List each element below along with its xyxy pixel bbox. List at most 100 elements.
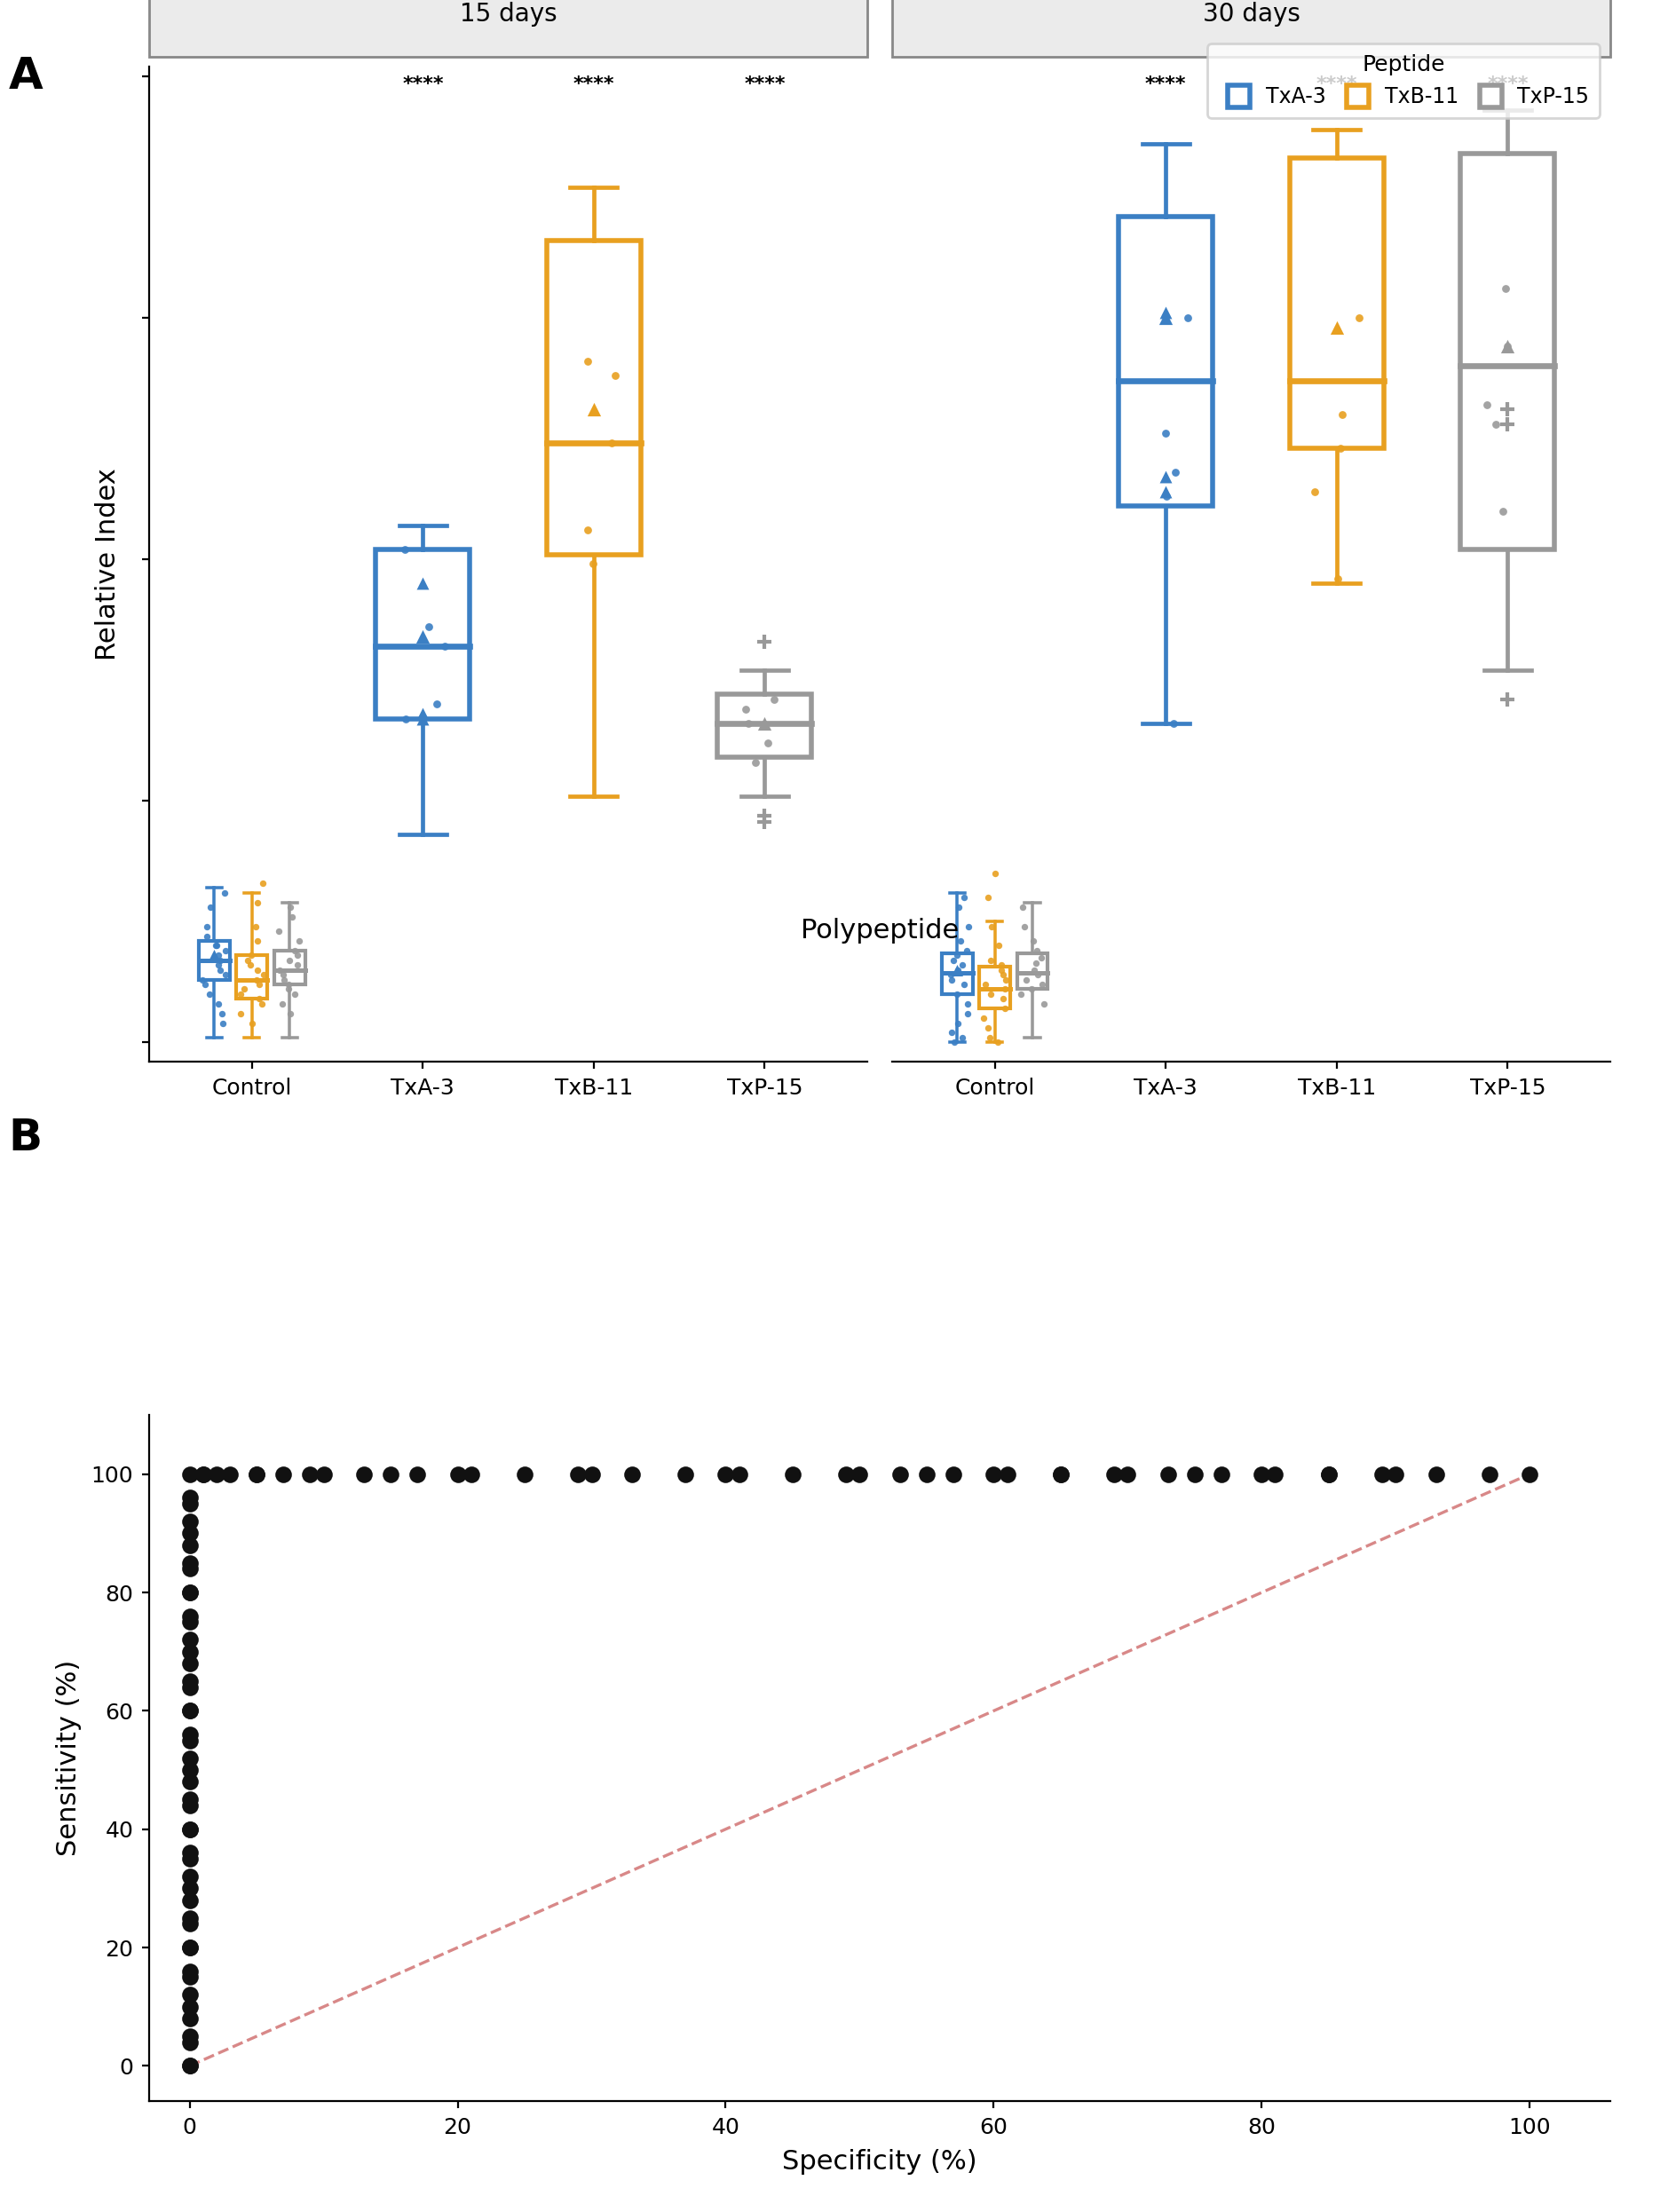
Point (1019, 922, 1046, 958)
Point (392, 531, 418, 566)
Point (760, 681, 787, 717)
Point (403, 1455, 430, 1491)
Point (1315, 1455, 1341, 1491)
Point (938, 958, 964, 993)
Point (1152, 294, 1179, 330)
Point (984, 1024, 1011, 1060)
Point (176, 1635, 203, 1670)
Point (176, 1515, 203, 1551)
Point (176, 1765, 203, 1801)
Point (938, 1015, 964, 1051)
Point (619, 1455, 646, 1491)
Point (246, 982, 272, 1018)
Text: 15 days: 15 days (460, 2, 558, 27)
Point (191, 967, 217, 1002)
Point (189, 1455, 216, 1491)
Point (1248, 1455, 1275, 1491)
Point (1182, 1455, 1208, 1491)
Bar (546, 241, 641, 555)
Point (988, 951, 1014, 987)
Point (176, 1978, 203, 2013)
Point (251, 958, 277, 993)
Point (1029, 967, 1056, 1002)
Point (1013, 962, 1039, 998)
Point (246, 967, 272, 1002)
Bar (1461, 153, 1555, 549)
Point (1047, 1455, 1074, 1491)
Point (432, 628, 458, 664)
Point (946, 889, 973, 925)
Point (1301, 473, 1328, 509)
Point (993, 962, 1019, 998)
Point (176, 1723, 203, 1759)
Point (981, 856, 1008, 891)
Bar (375, 549, 470, 719)
Point (752, 805, 779, 841)
Point (239, 1006, 266, 1042)
Point (945, 1006, 971, 1042)
Point (410, 697, 437, 732)
Point (1152, 416, 1179, 451)
Point (189, 1455, 216, 1491)
Point (209, 1006, 236, 1042)
Point (780, 1455, 807, 1491)
Point (1011, 909, 1038, 945)
Point (176, 1575, 203, 1610)
Point (176, 1717, 203, 1752)
Point (973, 967, 999, 1002)
Point (176, 1546, 203, 1582)
Point (242, 962, 269, 998)
Bar (274, 951, 305, 984)
Point (1482, 407, 1509, 442)
Point (1346, 301, 1373, 336)
Point (242, 909, 269, 945)
Point (244, 922, 271, 958)
Point (176, 1929, 203, 1964)
Point (1262, 1455, 1288, 1491)
Point (989, 982, 1016, 1018)
Point (211, 876, 237, 911)
Point (176, 1621, 203, 1657)
Point (176, 1480, 203, 1515)
Point (227, 995, 254, 1031)
Point (310, 1455, 337, 1491)
Point (1028, 940, 1054, 975)
Point (1162, 453, 1189, 489)
Point (212, 933, 239, 969)
Point (249, 865, 276, 900)
Point (950, 947, 976, 982)
Point (1024, 933, 1051, 969)
Point (981, 1455, 1008, 1491)
Point (579, 546, 606, 582)
Point (1494, 330, 1521, 365)
Point (208, 951, 234, 987)
Text: B: B (8, 1117, 42, 1159)
Point (284, 938, 310, 973)
FancyBboxPatch shape (149, 0, 867, 58)
Point (244, 951, 271, 987)
Point (953, 933, 979, 969)
Text: 30 days: 30 days (1202, 2, 1300, 27)
Point (176, 1812, 203, 1847)
Point (176, 1741, 203, 1776)
Point (948, 922, 974, 958)
Point (176, 1953, 203, 1989)
Point (951, 880, 978, 916)
Point (1491, 493, 1517, 529)
Point (194, 918, 221, 953)
Point (297, 1455, 324, 1491)
Point (954, 995, 981, 1031)
Point (1008, 975, 1034, 1011)
Bar (1119, 217, 1213, 507)
Point (392, 701, 418, 737)
Point (204, 929, 231, 964)
Point (176, 1692, 203, 1728)
Point (410, 566, 437, 602)
Point (176, 1486, 203, 1522)
Point (574, 513, 601, 549)
Point (945, 951, 971, 987)
Point (377, 1455, 403, 1491)
Point (1023, 945, 1049, 980)
Point (284, 947, 310, 982)
Point (176, 1812, 203, 1847)
